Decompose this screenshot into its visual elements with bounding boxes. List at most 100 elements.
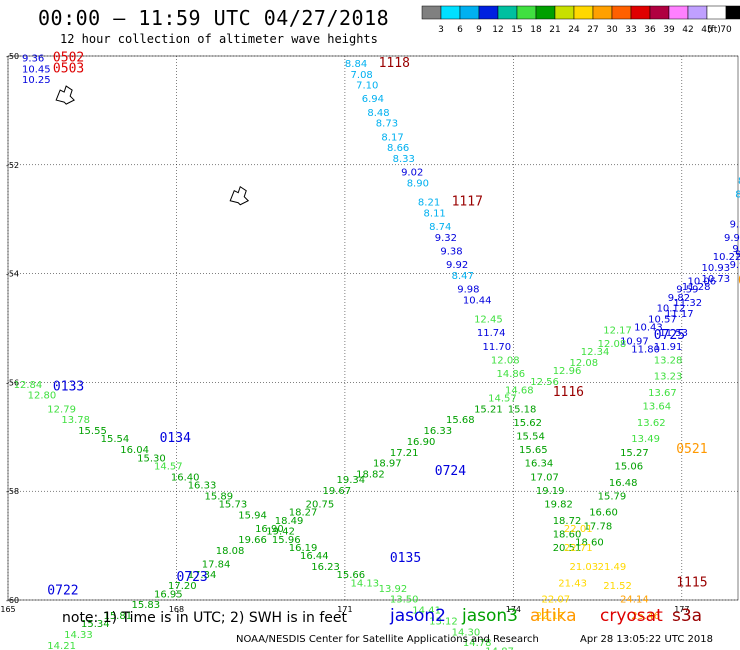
- jason2-value: 10.73: [702, 274, 731, 285]
- satellite-altika: altika: [530, 606, 577, 626]
- jason2-value: 11.70: [483, 342, 512, 353]
- jason2-value: 8.68: [735, 189, 740, 200]
- satellite-jason2: jason2: [390, 606, 446, 626]
- jason2-value: 8.74: [429, 222, 451, 233]
- altika-value: 22.71: [564, 543, 593, 554]
- jason3-value: 14.57: [154, 461, 183, 472]
- jason2-value: 11.32: [673, 298, 702, 309]
- jason3-value: 16.90: [407, 437, 436, 448]
- jason3-value: 15.79: [598, 491, 627, 502]
- colorbar-tick-label: 21: [549, 25, 560, 35]
- jason3-value: 12.79: [47, 404, 76, 415]
- footnote: note: 1) Time is in UTC; 2) SWH is in fe…: [62, 610, 348, 626]
- jason2-value: 11.91: [654, 342, 683, 353]
- colorbar-tick-label: 42: [682, 25, 693, 35]
- jason3-value: 15.65: [519, 445, 548, 456]
- jason2-value: 9.25: [730, 219, 740, 230]
- jason3-value: 16.33: [188, 480, 217, 491]
- jason3-value: 12.80: [28, 391, 57, 402]
- jason3-value: 16.95: [154, 589, 183, 600]
- jason2-value: 8.11: [424, 208, 446, 219]
- jason2-value: 11.74: [477, 328, 506, 339]
- jason3-value: 15.73: [219, 500, 248, 511]
- jason3-value: 15.30: [137, 453, 166, 464]
- jason3-value: 19.34: [337, 475, 366, 486]
- jason3-value: 13.23: [654, 372, 683, 383]
- jason2-value: 9.82: [668, 293, 690, 304]
- colorbar-tick-label: 39: [663, 25, 675, 35]
- colorbar-tick-label: 6: [457, 25, 463, 35]
- jason3-value: 16.19: [289, 543, 318, 554]
- colorbar-unit: (ft): [707, 25, 721, 35]
- pass-time-label: 1116: [553, 385, 584, 400]
- jason3-value: 18.60: [553, 529, 582, 540]
- jason2-value: 10.12: [657, 304, 686, 315]
- lat-tick-label: -50: [6, 52, 19, 61]
- colorbar-tick-label: 18: [530, 25, 542, 35]
- jason3-value: 19.42: [266, 527, 295, 538]
- jason3-value: 15.06: [614, 461, 643, 472]
- colorbar-tick-label: 70: [720, 25, 732, 35]
- jason3-value: 14.21: [47, 641, 76, 650]
- altika-value: 21.03: [570, 562, 599, 573]
- jason3-value: 19.19: [536, 486, 565, 497]
- jason3-value: 13.50: [390, 595, 419, 606]
- colorbar-tick-label: 33: [625, 25, 636, 35]
- colorbar-tick-label: 30: [606, 25, 618, 35]
- jason3-value: 13.28: [654, 355, 683, 366]
- jason2-value: 10.97: [620, 336, 649, 347]
- lon-tick-label: 177: [674, 605, 689, 614]
- jason3-value: 16.48: [609, 478, 638, 489]
- jason3-value: 19.82: [544, 500, 573, 511]
- jason3-value: 16.40: [171, 472, 200, 483]
- jason2-value: 9.38: [440, 247, 462, 258]
- colorbar-tick-label: 27: [587, 25, 598, 35]
- jason2-value: 9.90: [730, 260, 740, 271]
- jason3-value: 14.30: [452, 627, 481, 638]
- jason2-value: 6.94: [362, 94, 384, 105]
- jason2-value: 9.32: [435, 233, 457, 244]
- campbell-island: [229, 185, 250, 206]
- colorbar-tick-label: 9: [476, 25, 482, 35]
- jason2-value: 9.92: [446, 260, 468, 271]
- jason3-value: 16.23: [311, 562, 340, 573]
- axis-labels: 165 168 171 174 177 -50 -52 -54 -56 -58 -60: [0, 52, 689, 614]
- jason3-value: 16.90: [255, 524, 284, 535]
- jason3-value: 18.97: [373, 459, 402, 470]
- jason3-value: 19.67: [322, 486, 351, 497]
- chart-title: 00:00 – 11:59 UTC 04/27/2018: [38, 6, 390, 30]
- jason2-value: 10.93: [702, 263, 731, 274]
- jason3-value: 15.62: [513, 418, 542, 429]
- jason2-value: 12.45: [474, 315, 503, 326]
- plot-frame: [7, 55, 739, 601]
- jason3-value: 13.12: [429, 616, 458, 627]
- jason2-value: 14.68: [505, 385, 534, 396]
- colorbar-tick-label: 3: [438, 25, 444, 35]
- colorbar-tick-label: 36: [644, 25, 656, 35]
- jason3-value: 17.78: [584, 521, 613, 532]
- lon-tick-label: 174: [506, 605, 521, 614]
- pass-time-label: 0133: [53, 380, 84, 395]
- jason3-value: 15.34: [81, 619, 110, 630]
- jason3-value: 16.34: [525, 459, 554, 470]
- pass-time-label: 0134: [160, 431, 191, 446]
- lat-tick-label: -60: [6, 596, 19, 605]
- jason3-value: 16.33: [424, 426, 453, 437]
- jason3-value: 13.62: [637, 418, 666, 429]
- jason3-value: 15.66: [337, 570, 366, 581]
- altika-value: 22.07: [541, 595, 570, 606]
- jason2-value: 8.84: [345, 59, 367, 70]
- pass-time-label: 0521: [676, 442, 707, 457]
- altika-value: 21.52: [603, 581, 632, 592]
- jason2-value: 10.06: [687, 276, 716, 287]
- land-outlines: [55, 85, 250, 206]
- jason3-value: 15.55: [78, 426, 107, 437]
- jason3-value: 15.27: [620, 448, 649, 459]
- jason3-value: 20.51: [553, 543, 582, 554]
- jason2-value: 8.26: [738, 176, 740, 187]
- jason3-value: 14.87: [485, 646, 514, 650]
- pass-time-label: 0502: [53, 50, 84, 65]
- pass-time-label: 0724: [435, 464, 466, 479]
- jason2-value: 14.86: [497, 369, 526, 380]
